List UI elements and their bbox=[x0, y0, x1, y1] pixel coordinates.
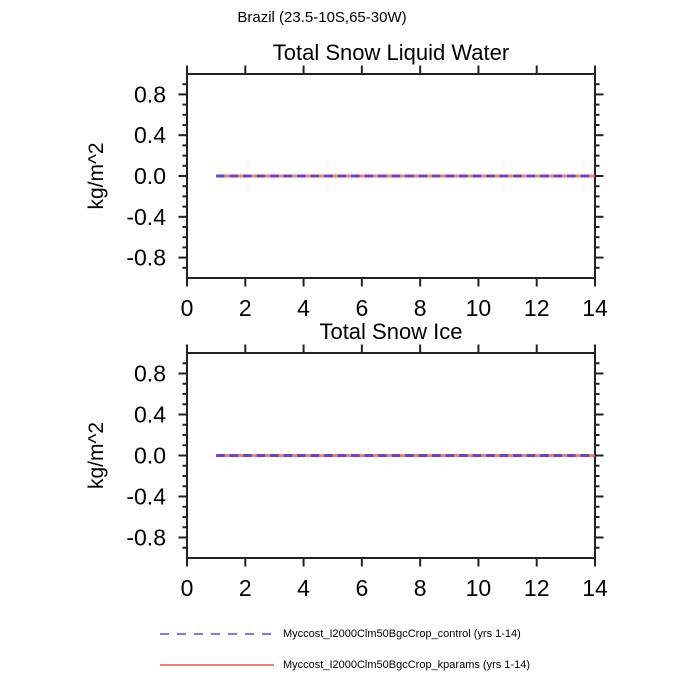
y-tick-label: -0.4 bbox=[126, 204, 166, 230]
dashed-line-sample bbox=[160, 633, 274, 635]
x-tick-label: 4 bbox=[297, 575, 310, 601]
y-axis-label: kg/m^2 bbox=[85, 422, 108, 489]
solid-line-sample bbox=[160, 664, 274, 666]
legend-item-control: Myccost_I2000Clm50BgcCrop_control (yrs 1… bbox=[160, 628, 521, 640]
y-tick-label: -0.8 bbox=[126, 525, 166, 551]
x-tick-label: 6 bbox=[355, 295, 368, 321]
x-tick-label: 0 bbox=[181, 295, 194, 321]
y-tick-label: 0.0 bbox=[134, 443, 166, 469]
y-tick-label: 0.8 bbox=[134, 81, 166, 107]
chart-1: 0 2 4 6 8 10 12 14 0.8 0.4 0.0 -0.4 -0.8 Total Snow I… bbox=[85, 319, 608, 601]
x-tick-label: 8 bbox=[414, 295, 427, 321]
x-tick-label: 6 bbox=[355, 575, 368, 601]
x-tick-label: 0 bbox=[181, 575, 194, 601]
x-tick-label: 8 bbox=[414, 575, 427, 601]
x-tick-label: 10 bbox=[466, 575, 492, 601]
x-tick-label: 4 bbox=[297, 295, 310, 321]
y-axis-label: kg/m^2 bbox=[85, 142, 108, 209]
x-tick-label: 14 bbox=[582, 575, 608, 601]
legend-label-kparams: Myccost_I2000Clm50BgcCrop_kparams (yrs 1… bbox=[283, 659, 530, 671]
legend-label-control: Myccost_I2000Clm50BgcCrop_control (yrs 1… bbox=[283, 628, 521, 640]
figure-title: Brazil (23.5-10S,65-30W) bbox=[237, 9, 407, 26]
x-tick-label: 14 bbox=[582, 295, 608, 321]
x-tick-label: 10 bbox=[466, 295, 492, 321]
y-tick-label: 0.0 bbox=[134, 163, 166, 189]
chart-0: 0 2 4 6 8 10 12 14 0.8 0.4 0.0 -0.4 -0.8 Total Snow L… bbox=[85, 40, 608, 321]
x-tick-label: 2 bbox=[239, 295, 252, 321]
x-tick-label: 12 bbox=[524, 295, 550, 321]
chart-title: Total Snow Ice bbox=[319, 319, 462, 344]
y-tick-label: 0.8 bbox=[134, 361, 166, 387]
x-tick-label: 2 bbox=[239, 575, 252, 601]
y-tick-label: -0.4 bbox=[126, 484, 166, 510]
y-tick-label: 0.4 bbox=[134, 122, 166, 148]
legend-item-kparams: Myccost_I2000Clm50BgcCrop_kparams (yrs 1… bbox=[160, 659, 530, 671]
x-tick-label: 12 bbox=[524, 575, 550, 601]
y-tick-label: -0.8 bbox=[126, 245, 166, 271]
y-tick-label: 0.4 bbox=[134, 402, 166, 428]
chart-title: Total Snow Liquid Water bbox=[273, 40, 509, 65]
